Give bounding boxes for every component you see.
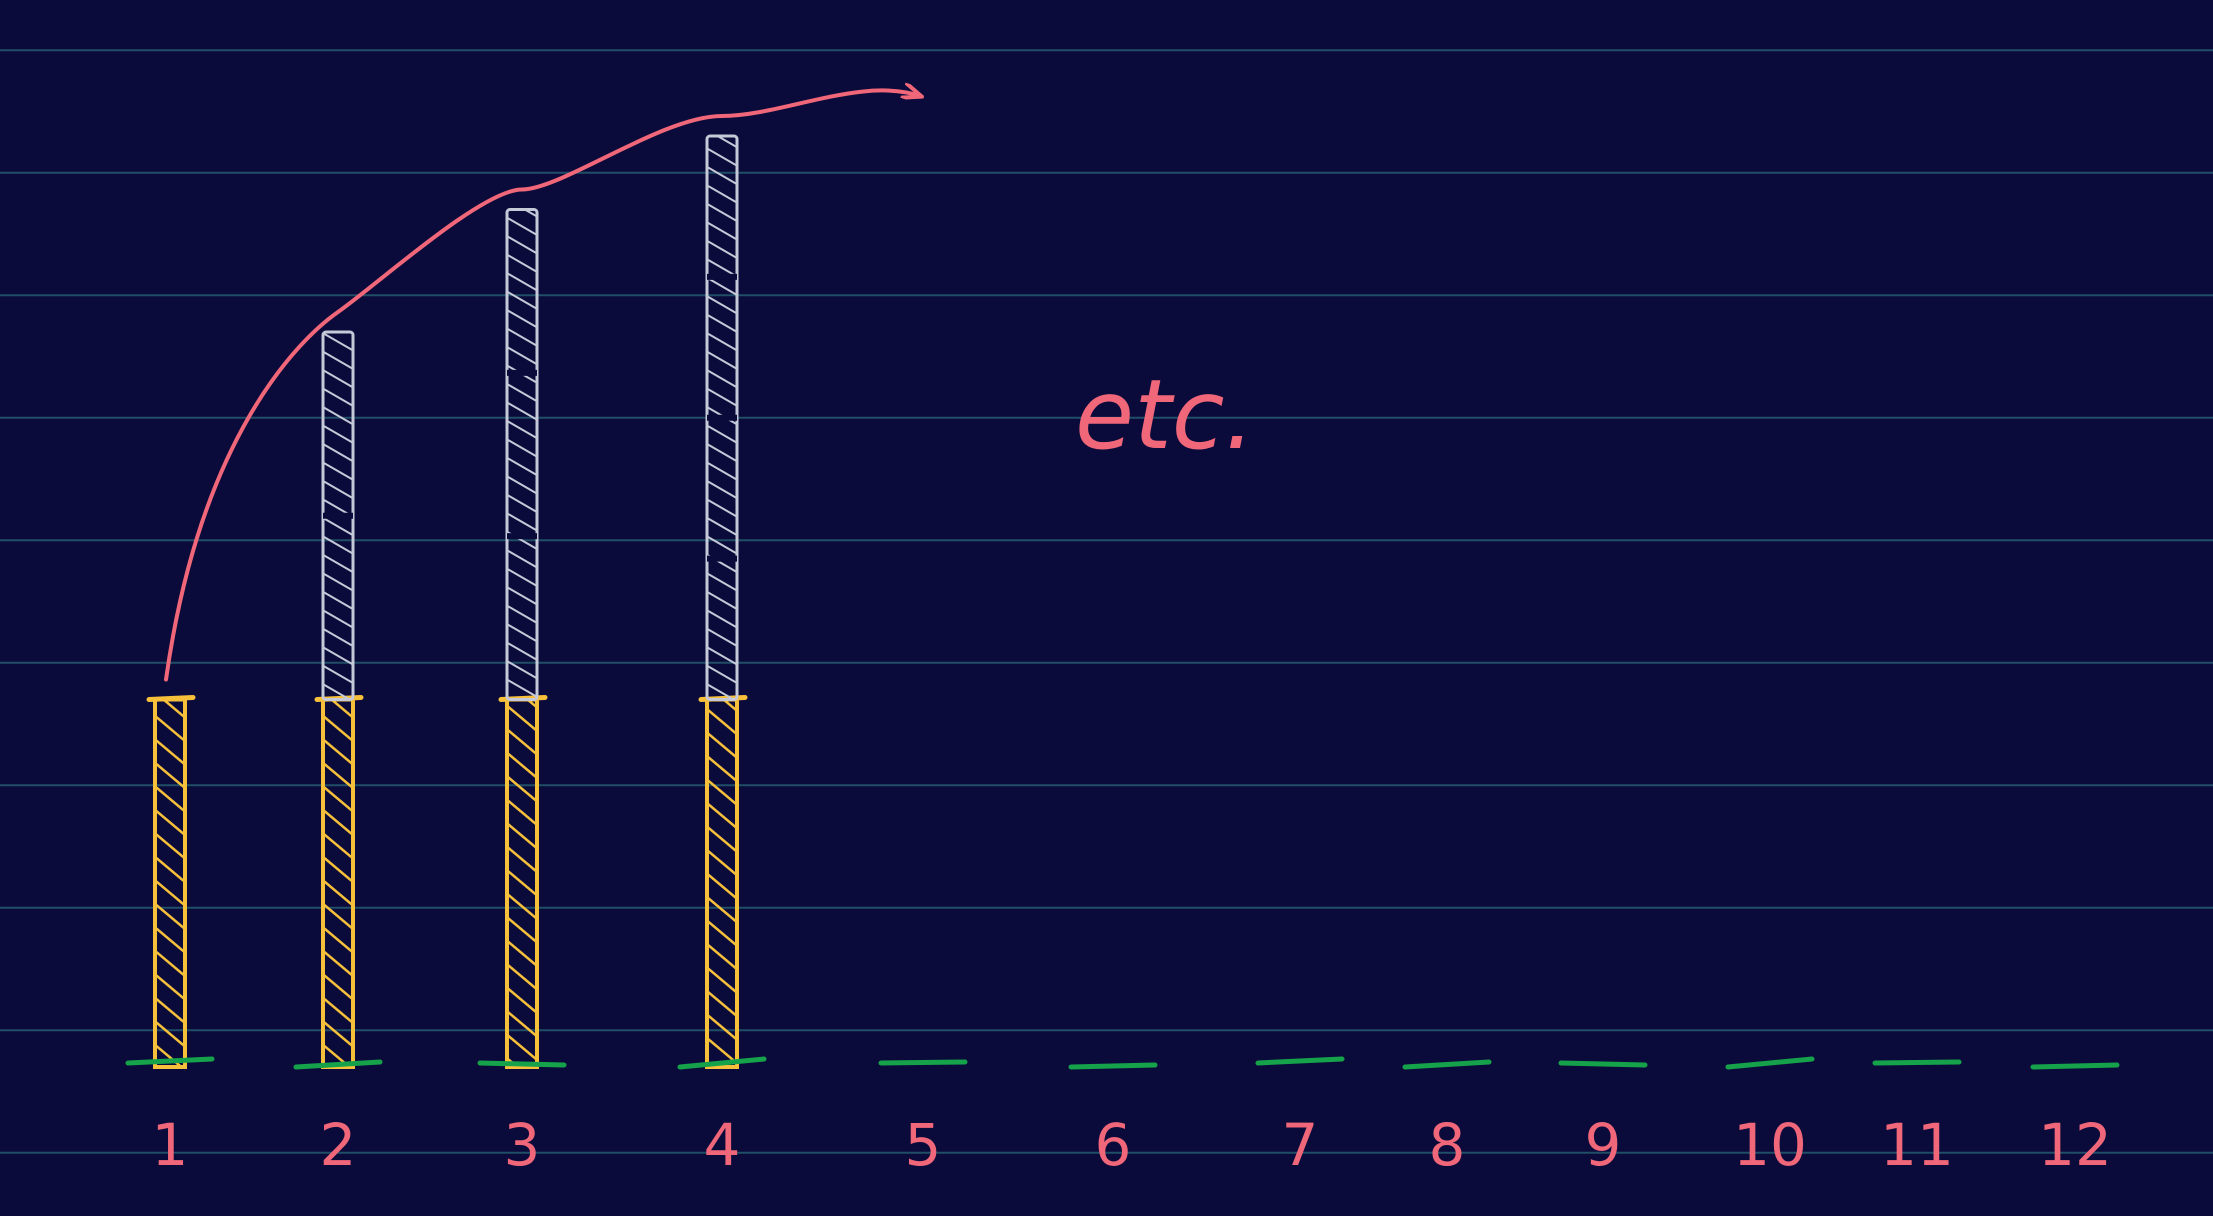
bar-base-2 xyxy=(321,697,355,1069)
bar-base-3 xyxy=(505,697,539,1069)
bar-base-4 xyxy=(705,697,739,1069)
baseline-mark-4 xyxy=(677,1056,767,1070)
x-tick-label-6: 6 xyxy=(1095,1111,1132,1179)
x-tick-label-3: 3 xyxy=(504,1111,541,1179)
bar-stack-3 xyxy=(505,208,539,701)
x-tick-label-2: 2 xyxy=(320,1111,357,1179)
baseline-mark-6 xyxy=(1068,1062,1158,1070)
annotation-etc: etc. xyxy=(1075,359,1255,471)
baseline-mark-7 xyxy=(1255,1056,1345,1066)
bars xyxy=(146,134,748,1069)
growth-arrow xyxy=(164,90,920,682)
bar-base-cap-1 xyxy=(146,695,196,702)
baseline-marks xyxy=(125,1056,2120,1070)
baseline-mark-9 xyxy=(1558,1060,1648,1068)
x-tick-labels: 1 2 3 4 5 6 7 8 9 10 11 12 xyxy=(152,1111,2112,1179)
baseline-mark-2 xyxy=(293,1059,383,1070)
baseline-mark-10 xyxy=(1725,1056,1815,1070)
baseline-mark-12 xyxy=(2030,1062,2120,1070)
x-tick-label-5: 5 xyxy=(905,1111,942,1179)
x-tick-label-10: 10 xyxy=(1733,1111,1807,1179)
bar-base-1 xyxy=(153,697,187,1069)
x-tick-label-8: 8 xyxy=(1429,1111,1466,1179)
x-tick-label-7: 7 xyxy=(1282,1111,1319,1179)
gridlines xyxy=(0,49,2213,1154)
x-tick-label-1: 1 xyxy=(152,1111,189,1179)
baseline-mark-11 xyxy=(1872,1059,1962,1066)
x-tick-label-9: 9 xyxy=(1585,1111,1622,1179)
baseline-mark-1 xyxy=(125,1056,215,1066)
baseline-mark-5 xyxy=(878,1059,968,1066)
x-tick-label-12: 12 xyxy=(2038,1111,2112,1179)
baseline-mark-8 xyxy=(1402,1059,1492,1070)
baseline-mark-3 xyxy=(477,1060,567,1068)
x-tick-label-4: 4 xyxy=(704,1111,741,1179)
x-tick-label-11: 11 xyxy=(1880,1111,1954,1179)
